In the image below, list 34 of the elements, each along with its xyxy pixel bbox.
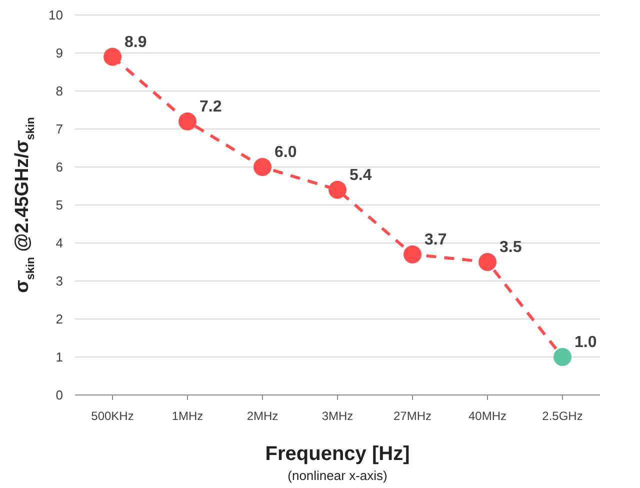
y-tick-label: 8: [56, 84, 63, 99]
point: [254, 158, 272, 176]
y-tick-label: 2: [56, 312, 63, 327]
data-label: 5.4: [350, 166, 372, 184]
y-tick-label: 4: [56, 236, 63, 251]
x-tick-label: 1MHz: [172, 409, 204, 423]
x-tick-label: 2.5GHz: [542, 409, 583, 423]
point: [178, 112, 196, 130]
data-label: 3.5: [500, 239, 522, 256]
point: [404, 245, 422, 264]
point: [478, 253, 496, 271]
y-tick-label: 6: [56, 160, 63, 175]
y-tick-label: 5: [56, 198, 63, 213]
text: (nonlinear x-axis): [288, 468, 388, 483]
data-label: 1.0: [574, 334, 597, 351]
x-tick-label: 27MHz: [393, 409, 432, 423]
data-label: 3.7: [424, 231, 447, 248]
y-tick-label: 3: [56, 274, 63, 289]
y-tick-label: 0: [56, 388, 63, 403]
x-tick-label: 40MHz: [468, 409, 507, 423]
point: [554, 348, 572, 366]
data-label: 7.2: [200, 98, 222, 116]
x-axis-title: Frequency [Hz]: [265, 443, 410, 465]
data-label: 6.0: [274, 144, 297, 161]
x-tick-label: 500KHz: [91, 409, 134, 423]
y-tick-label: 9: [56, 46, 63, 61]
point: [328, 180, 346, 199]
y-tick-label: 1: [56, 350, 63, 365]
x-tick-label: 3MHz: [322, 409, 354, 423]
y-tick-label: 7: [56, 122, 63, 137]
x-tick-label: 2MHz: [246, 409, 278, 423]
y-tick-label: 10: [48, 8, 63, 23]
point: [104, 48, 122, 66]
data-label: 8.9: [124, 34, 147, 51]
